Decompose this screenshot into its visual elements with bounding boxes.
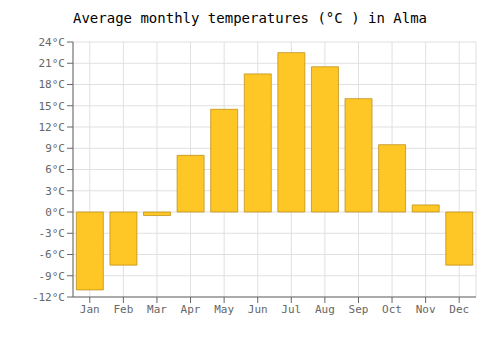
html-text:Average monthly temperatures (: Average monthly temperatures (°C ) in Al…	[73, 10, 427, 26]
svg-text:3°C: 3°C	[45, 185, 65, 198]
svg-text:0°C: 0°C	[45, 206, 65, 219]
svg-text:6°C: 6°C	[45, 163, 65, 176]
svg-text:Jun: Jun	[248, 303, 268, 316]
svg-text:Sep: Sep	[349, 303, 369, 316]
svg-text:Apr: Apr	[181, 303, 201, 316]
svg-text:-9°C: -9°C	[39, 270, 66, 283]
svg-text:Mar: Mar	[147, 303, 167, 316]
svg-text:9°C: 9°C	[45, 142, 65, 155]
svg-text:May: May	[214, 303, 234, 316]
svg-text:Nov: Nov	[416, 303, 436, 316]
svg-text:21°C: 21°C	[39, 57, 66, 70]
svg-text:24°C: 24°C	[39, 36, 66, 49]
svg-text:Aug: Aug	[315, 303, 335, 316]
svg-text:12°C: 12°C	[39, 121, 66, 134]
svg-text:Feb: Feb	[113, 303, 133, 316]
svg-text:-12°C: -12°C	[32, 291, 65, 304]
svg-text:Oct: Oct	[382, 303, 402, 316]
svg-text:Jul: Jul	[281, 303, 301, 316]
svg-text:-3°C: -3°C	[39, 227, 66, 240]
svg-text:-6°C: -6°C	[39, 248, 66, 261]
svg-text:15°C: 15°C	[39, 100, 66, 113]
svg-text:Jan: Jan	[80, 303, 100, 316]
svg-text:18°C: 18°C	[39, 78, 66, 91]
svg-text:Dec: Dec	[449, 303, 469, 316]
